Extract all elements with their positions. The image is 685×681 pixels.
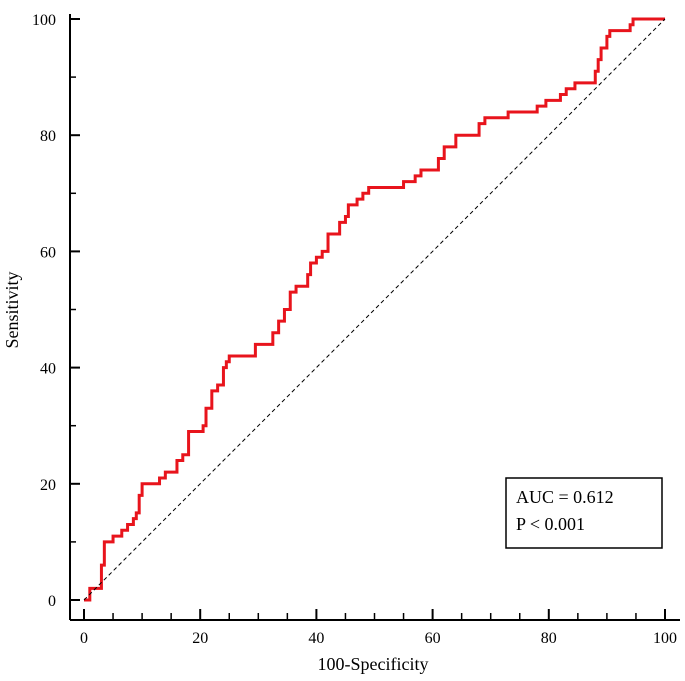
x-axis-ticks: 0 20 40 60 80 100 [80, 609, 677, 647]
y-axis-title: Sensitivity [2, 271, 22, 348]
y-tick-label: 80 [40, 128, 56, 145]
p-value-label: P < 0.001 [516, 514, 585, 534]
x-axis-title: 100-Specificity [318, 654, 429, 674]
reference-diagonal-line [83, 18, 666, 601]
roc-curve-line [84, 17, 665, 602]
y-tick-label: 0 [48, 593, 56, 610]
auc-annotation-box: AUC = 0.612 P < 0.001 [505, 477, 663, 549]
y-tick-label: 20 [40, 477, 56, 494]
y-tick-label: 100 [32, 12, 56, 29]
annotation-border [505, 477, 663, 549]
y-axis-ticks: 0 20 40 60 80 100 [32, 12, 80, 610]
x-tick-label: 0 [80, 630, 88, 647]
x-tick-label: 40 [308, 630, 324, 647]
x-tick-label: 80 [541, 630, 557, 647]
series-layer [83, 17, 666, 602]
x-tick-label: 60 [425, 630, 441, 647]
auc-label: AUC = 0.612 [516, 487, 614, 507]
x-tick-label: 20 [192, 630, 208, 647]
x-tick-label: 100 [653, 630, 677, 647]
y-tick-label: 40 [40, 361, 56, 378]
y-tick-label: 60 [40, 244, 56, 261]
